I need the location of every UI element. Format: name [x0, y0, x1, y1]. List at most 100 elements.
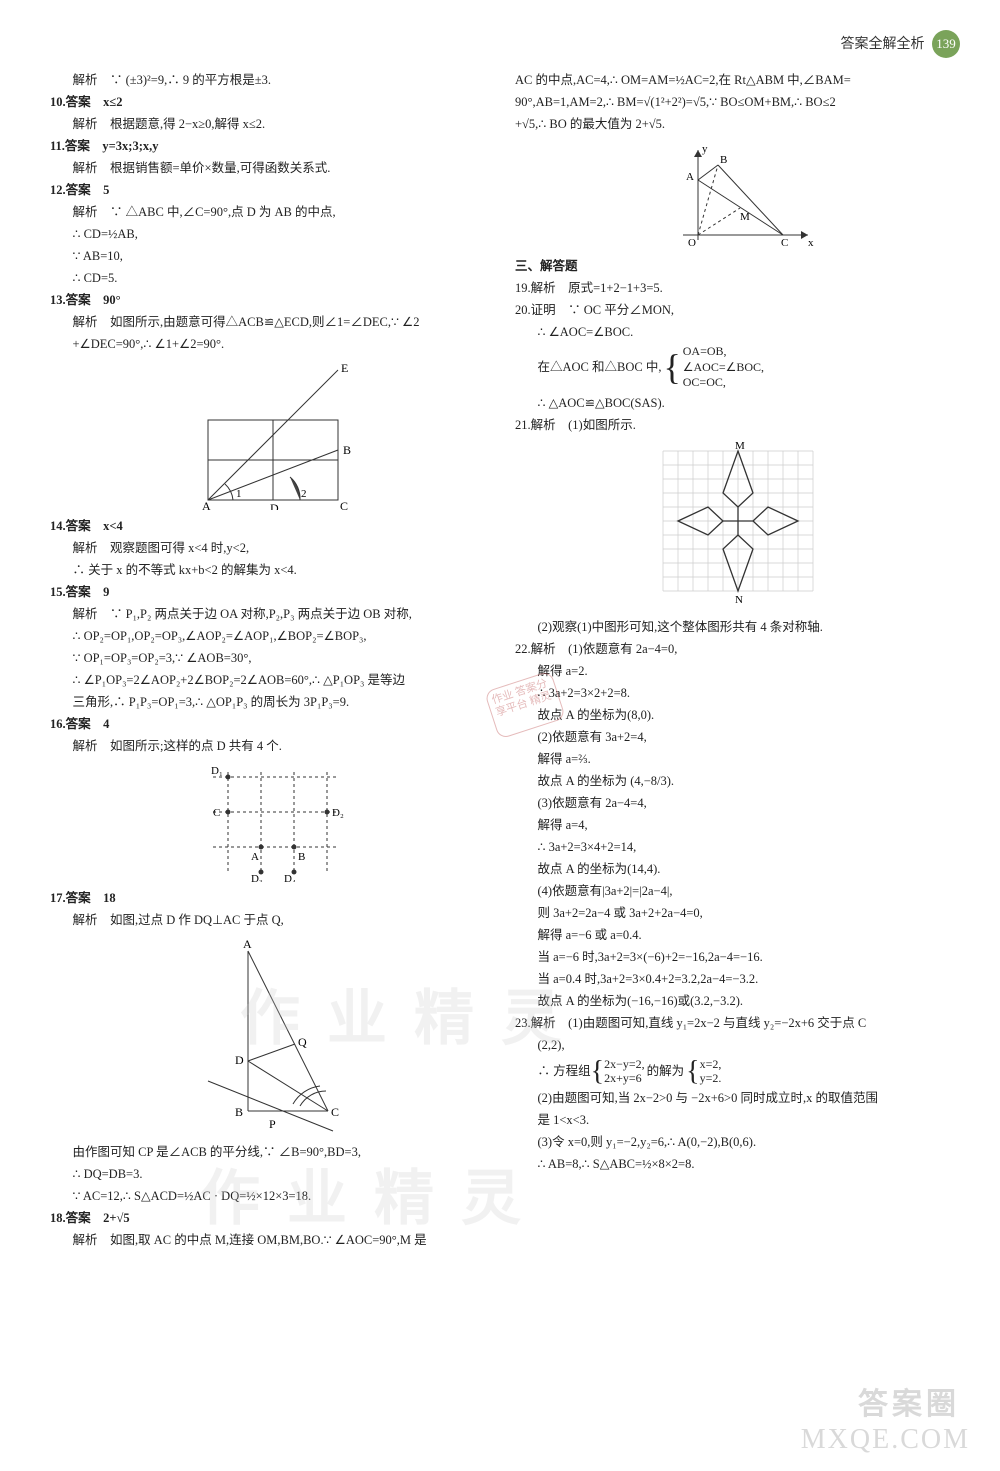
svg-text:y: y [702, 143, 708, 155]
q23-eq-row: ∴ 方程组 { 2x−y=2, 2x+y=6 的解为 { x=2, y=2. [515, 1057, 960, 1086]
q14-line2: ∴ 关于 x 的不等式 kx+b<2 的解集为 x<4. [50, 560, 495, 580]
q10-analysis: 解析 根据题意,得 2−x≥0,解得 x≤2. [50, 114, 495, 134]
svg-text:P: P [269, 1117, 276, 1131]
q16-answer: 16.答案 4 [50, 714, 495, 734]
q17-j1: 由作图可知 CP 是∠ACB 的平分线,∵ ∠B=90°,BD=3, [50, 1142, 495, 1162]
svg-text:B: B [235, 1105, 243, 1119]
q22-3: 故点 A 的坐标为(8,0). [515, 705, 960, 725]
svg-text:D₂: D₂ [332, 807, 344, 819]
q15-line3: ∵ OP₁=OP₃=OP₂=3,∵ ∠AOB=30°, [50, 648, 495, 668]
watermark-brand: 答案圈 [858, 1379, 960, 1423]
q23-0: 23.解析 (1)由题图可知,直线 y₁=2x−2 与直线 y₂=−2x+6 交… [515, 1013, 960, 1033]
svg-text:D₄: D₄ [284, 873, 296, 882]
svg-text:A: A [243, 937, 252, 951]
brace-icon: { [591, 1059, 604, 1084]
content-columns: 解析 ∵ (±3)²=9,∴ 9 的平方根是±3. 10.答案 x≤2 解析 根… [50, 68, 960, 1252]
q22-9: ∴ 3a+2=3×4+2=14, [515, 837, 960, 857]
q14-line1: 解析 观察题图可得 x<4 时,y<2, [50, 538, 495, 558]
svg-text:E: E [341, 361, 348, 375]
svg-text:D: D [270, 501, 279, 510]
svg-text:A: A [202, 499, 211, 510]
q22-7: (3)依题意有 2a−4=4, [515, 793, 960, 813]
q22-6: 故点 A 的坐标为 (4,−8/3). [515, 771, 960, 791]
q20-bb: ∠AOC=∠BOC, [683, 360, 764, 376]
q13-answer: 13.答案 90° [50, 290, 495, 310]
q22-4: (2)依题意有 3a+2=4, [515, 727, 960, 747]
q15-answer: 15.答案 9 [50, 582, 495, 602]
q13-line2: +∠DEC=90°,∴ ∠1+∠2=90°. [50, 334, 495, 354]
watermark-url: MXQE.COM [801, 1424, 970, 1456]
left-column: 解析 ∵ (±3)²=9,∴ 9 的平方根是±3. 10.答案 x≤2 解析 根… [50, 68, 495, 1252]
q13-line1: 解析 如图所示,由题意可得△ACB≌△ECD,则∠1=∠DEC,∵ ∠2 [50, 312, 495, 332]
svg-text:C: C [213, 807, 220, 819]
svg-text:B: B [343, 443, 351, 457]
svg-text:M: M [740, 211, 750, 223]
q23-2d: 的解为 [647, 1061, 685, 1081]
q22-15: 当 a=0.4 时,3a+2=3×0.4+2=3.2,2a−4=−3.2. [515, 969, 960, 989]
q22-12: 则 3a+2=2a−4 或 3a+2+2a−4=0, [515, 903, 960, 923]
q23-2c: 2x+y=6 [604, 1071, 645, 1085]
q23-1: (2,2), [515, 1035, 960, 1055]
q22-10: 故点 A 的坐标为(14,4). [515, 859, 960, 879]
q20-brace-content: OA=OB, ∠AOC=∠BOC, OC=OC, [683, 344, 764, 391]
figure-17: A D Q B P C [50, 936, 495, 1136]
q14-answer: 14.答案 x<4 [50, 516, 495, 536]
page: 答案全解全析 139 解析 ∵ (±3)²=9,∴ 9 的平方根是±3. 10.… [0, 0, 1000, 1471]
page-header: 答案全解全析 139 [50, 30, 960, 58]
q22-0: 22.解析 (1)依题意有 2a−4=0, [515, 639, 960, 659]
q16-analysis: 解析 如图所示;这样的点 D 共有 4 个. [50, 736, 495, 756]
svg-text:D₃: D₃ [251, 873, 263, 882]
q20-bc: OC=OC, [683, 375, 764, 391]
svg-text:x: x [808, 237, 814, 249]
q18-analysis: 解析 如图,取 AC 的中点 M,连接 OM,BM,BO.∵ ∠AOC=90°,… [50, 1230, 495, 1250]
q17-analysis: 解析 如图,过点 D 作 DQ⊥AC 于点 Q, [50, 910, 495, 930]
page-number-badge: 139 [932, 30, 960, 58]
svg-text:D: D [235, 1053, 244, 1067]
q11-answer: 11.答案 y=3x;3;x,y [50, 136, 495, 156]
q19: 19.解析 原式=1+2−1+3=5. [515, 278, 960, 298]
q20-brace-row: 在△AOC 和△BOC 中, { OA=OB, ∠AOC=∠BOC, OC=OC… [515, 344, 960, 391]
q20-2: ∴ ∠AOC=∠BOC. [515, 322, 960, 342]
figure-18: y B A M O C x [515, 140, 960, 250]
brace-icon: { [686, 1059, 699, 1084]
header-title: 答案全解全析 [841, 37, 925, 52]
q22-8: 解得 a=4, [515, 815, 960, 835]
q15-line1: 解析 ∵ P₁,P₂ 两点关于边 OA 对称,P₂,P₃ 两点关于边 OB 对称… [50, 604, 495, 624]
q22-1: 解得 a=2. [515, 661, 960, 681]
figure-16: D₁ C D₂ A B D₃ D₄ [50, 762, 495, 882]
q15-line4: ∴ ∠P₁OP₃=2∠AOP₂+2∠BOP₂=2∠AOB=60°,∴ △P₁OP… [50, 670, 495, 690]
q22-11: (4)依题意有|3a+2|=|2a−4|, [515, 881, 960, 901]
figure-21: M N [515, 441, 960, 611]
q22-5: 解得 a=⅔. [515, 749, 960, 769]
q15-line5: 三角形,∴ P₁P₃=OP₁=3,∴ △OP₁P₃ 的周长为 3P₁P₃=9. [50, 692, 495, 712]
figure-13: A D C B E 1 2 [50, 360, 495, 510]
r1: AC 的中点,AC=4,∴ OM=AM=½AC=2,在 Rt△ABM 中,∠BA… [515, 70, 960, 90]
q20-ba: OA=OB, [683, 344, 764, 360]
svg-text:B: B [720, 154, 727, 166]
svg-text:A: A [686, 171, 694, 183]
svg-text:M: M [735, 441, 745, 452]
q22-16: 故点 A 的坐标为(−16,−16)或(3.2,−3.2). [515, 991, 960, 1011]
svg-text:C: C [781, 237, 788, 249]
q23-3: (2)由题图可知,当 2x−2>0 与 −2x+6>0 同时成立时,x 的取值范… [515, 1088, 960, 1108]
svg-text:B: B [298, 851, 305, 863]
r2: 90°,AB=1,AM=2,∴ BM=√(1²+2²)=√5,∵ BO≤OM+B… [515, 92, 960, 112]
svg-text:O: O [688, 237, 696, 249]
q12-line3: ∵ AB=10, [50, 246, 495, 266]
q10-answer: 10.答案 x≤2 [50, 92, 495, 112]
q17-j3: ∵ AC=12,∴ S△ACD=½AC · DQ=½×12×3=18. [50, 1186, 495, 1206]
q12-answer: 12.答案 5 [50, 180, 495, 200]
svg-text:2: 2 [301, 488, 307, 500]
svg-text:N: N [735, 594, 743, 606]
r3: +√5,∴ BO 的最大值为 2+√5. [515, 114, 960, 134]
q23-4: 是 1<x<3. [515, 1110, 960, 1130]
q21-1: 21.解析 (1)如图所示. [515, 415, 960, 435]
q23-2f: y=2. [700, 1071, 722, 1085]
q17-j2: ∴ DQ=DB=3. [50, 1164, 495, 1184]
svg-text:1: 1 [236, 488, 242, 500]
svg-text:D₁: D₁ [211, 765, 223, 777]
q22-2: ∴ 3a+2=3×2+2=8. [515, 683, 960, 703]
q20-4: ∴ △AOC≌△BOC(SAS). [515, 393, 960, 413]
q12-line2: ∴ CD=½AB, [50, 224, 495, 244]
q15-line2: ∴ OP₂=OP₁,OP₂=OP₃,∠AOP₂=∠AOP₁,∠BOP₂=∠BOP… [50, 626, 495, 646]
